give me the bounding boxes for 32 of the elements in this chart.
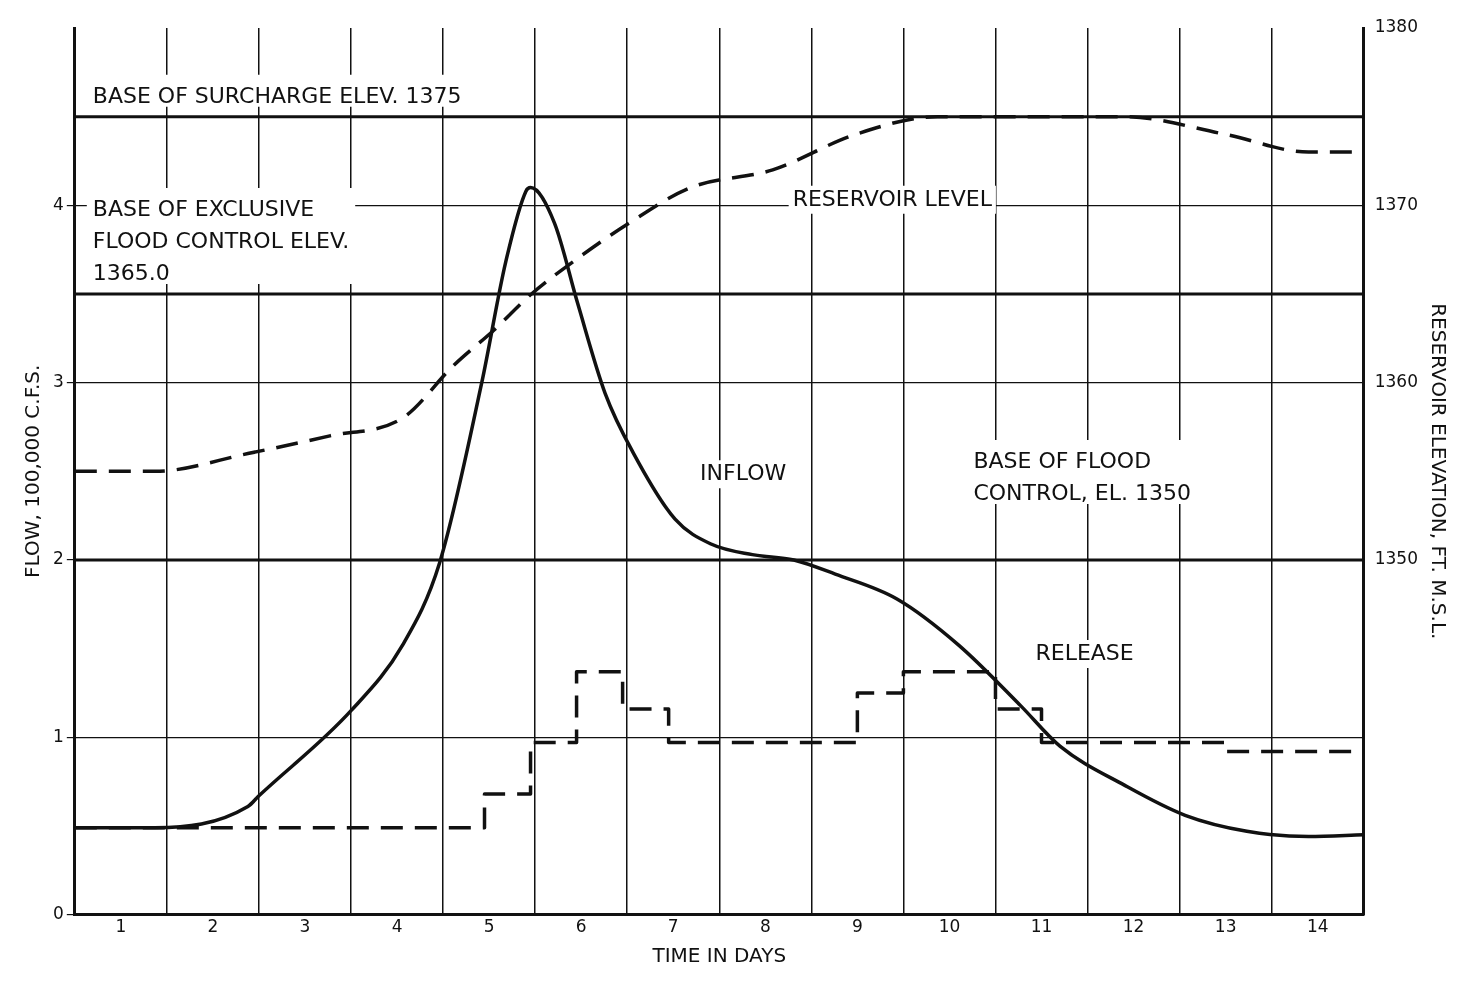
y-tick-label: 2 xyxy=(52,548,64,569)
x-tick-label: 12 xyxy=(1122,916,1145,937)
x-tick-label: 2 xyxy=(207,916,219,937)
y-axis-title: FLOW, 100,000 C.F.S. xyxy=(20,364,45,578)
ref-line-label: BASE OF SURCHARGE ELEV. 1375 xyxy=(92,82,462,108)
x-tick-label: 9 xyxy=(851,916,863,937)
x-tick-label: 5 xyxy=(483,916,495,937)
x-tick-label: 8 xyxy=(759,916,771,937)
x-tick-label: 13 xyxy=(1214,916,1237,937)
x-tick-label: 11 xyxy=(1030,916,1053,937)
x-axis-title: TIME IN DAYS xyxy=(651,943,787,968)
x-tick-label: 7 xyxy=(667,916,679,937)
x-tick-label: 6 xyxy=(575,916,587,937)
y-tick-label: 4 xyxy=(52,193,64,214)
y2-tick-label: 1380 xyxy=(1374,16,1418,37)
y2-tick-label: 1360 xyxy=(1374,371,1418,392)
ref-line-label: BASE OF FLOOD CONTROL, EL. 1350 xyxy=(973,447,1191,505)
x-tick-label: 3 xyxy=(299,916,311,937)
series-label: INFLOW xyxy=(700,459,787,485)
x-tick-label: 10 xyxy=(938,916,961,937)
y2-tick-label: 1350 xyxy=(1374,548,1418,569)
y-tick-label: 3 xyxy=(52,371,64,392)
ref-line-label: BASE OF EXCLUSIVE FLOOD CONTROL ELEV. 1365.0 xyxy=(92,195,350,285)
x-tick-label: 14 xyxy=(1306,916,1329,937)
y2-tick-label: 1370 xyxy=(1374,193,1418,214)
y2-axis-title: RESERVOIR ELEVATION, FT. M.S.L. xyxy=(1426,303,1451,640)
y-tick-label: 1 xyxy=(52,725,64,746)
y-tick-label: 0 xyxy=(52,903,64,924)
series-label: RELEASE xyxy=(1035,639,1134,665)
x-tick-label: 1 xyxy=(115,916,127,937)
x-tick-label: 4 xyxy=(391,916,403,937)
series-label: RESERVOIR LEVEL xyxy=(792,185,993,211)
